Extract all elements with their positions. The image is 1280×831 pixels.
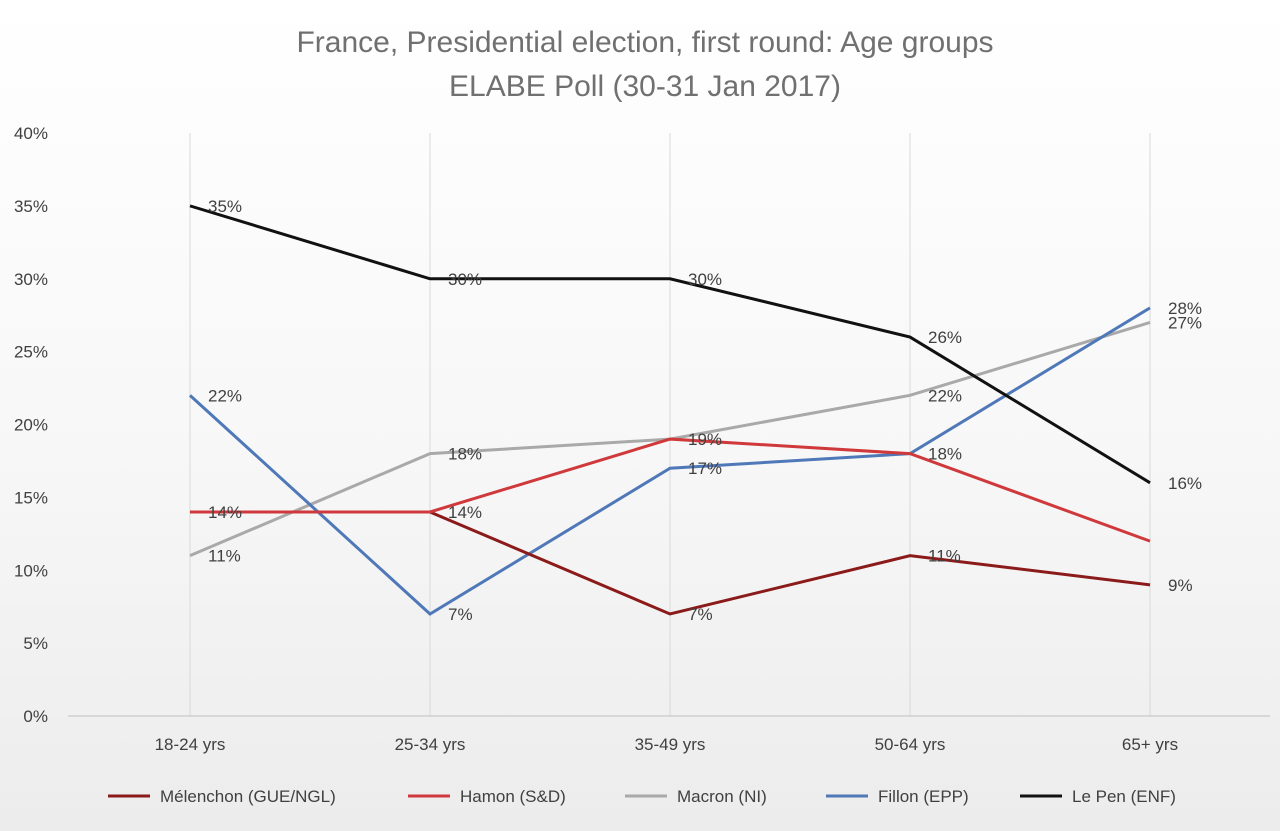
chart-subtitle: ELABE Poll (30-31 Jan 2017) — [449, 70, 841, 103]
legend-entry-label: Macron (NI) — [677, 787, 767, 806]
legend-entry-label: Hamon (S&D) — [460, 787, 566, 806]
x-tick-label: 18-24 yrs — [155, 735, 226, 754]
data-label: 27% — [1168, 313, 1202, 332]
data-label: 16% — [1168, 474, 1202, 493]
data-label: 7% — [688, 605, 713, 624]
y-tick-label: 10% — [14, 561, 48, 580]
legend-entry-label: Le Pen (ENF) — [1072, 787, 1176, 806]
data-label: 7% — [448, 605, 473, 624]
data-label: 19% — [688, 430, 722, 449]
x-tick-label: 25-34 yrs — [395, 735, 466, 754]
legend-entry-label: Fillon (EPP) — [878, 787, 969, 806]
data-label: 30% — [448, 270, 482, 289]
gridlines — [189, 133, 1151, 716]
data-label: 18% — [448, 445, 482, 464]
data-label: 28% — [1168, 299, 1202, 318]
data-label: 26% — [928, 328, 962, 347]
data-label: 14% — [208, 503, 242, 522]
x-tick-label: 65+ yrs — [1122, 735, 1178, 754]
data-label: 11% — [928, 547, 961, 566]
chart-title: France, Presidential election, first rou… — [296, 26, 993, 59]
data-label: 9% — [1168, 576, 1193, 595]
y-tick-label: 35% — [14, 197, 48, 216]
y-tick-label: 20% — [14, 416, 48, 435]
data-label: 30% — [688, 270, 722, 289]
y-tick-label: 25% — [14, 343, 48, 362]
series-line-hamon — [190, 437, 1151, 543]
data-label: 18% — [928, 445, 962, 464]
data-label: 17% — [688, 459, 722, 478]
legend: Mélenchon (GUE/NGL) Hamon (S&D) Macron (NI… — [108, 787, 1176, 806]
data-label: 22% — [928, 386, 962, 405]
data-label: 35% — [208, 197, 242, 216]
x-tick-label: 35-49 yrs — [635, 735, 706, 754]
series-lines — [188, 204, 1151, 616]
y-tick-label: 30% — [14, 270, 48, 289]
data-label: 14% — [448, 503, 482, 522]
legend-entry-label: Mélenchon (GUE/NGL) — [160, 787, 336, 806]
data-labels: 14% 14% 7% 11% 9% 11% 18% 19% 22% 27% 22% 7% 17% 18% 2… — [208, 197, 1202, 624]
axes: 0% 5% 10% 15% 20% 25% 30% 35% 40% 18-24 yrs 25-34 … — [14, 124, 1270, 754]
y-tick-label: 40% — [14, 124, 48, 143]
data-label: 22% — [208, 386, 242, 405]
series-line-le — [189, 204, 1151, 485]
y-tick-label: 15% — [14, 488, 48, 507]
y-tick-label: 5% — [23, 634, 48, 653]
data-label: 11% — [208, 547, 241, 566]
series-line-fillon — [188, 306, 1151, 616]
y-tick-label: 0% — [23, 707, 48, 726]
x-tick-label: 50-64 yrs — [875, 735, 946, 754]
